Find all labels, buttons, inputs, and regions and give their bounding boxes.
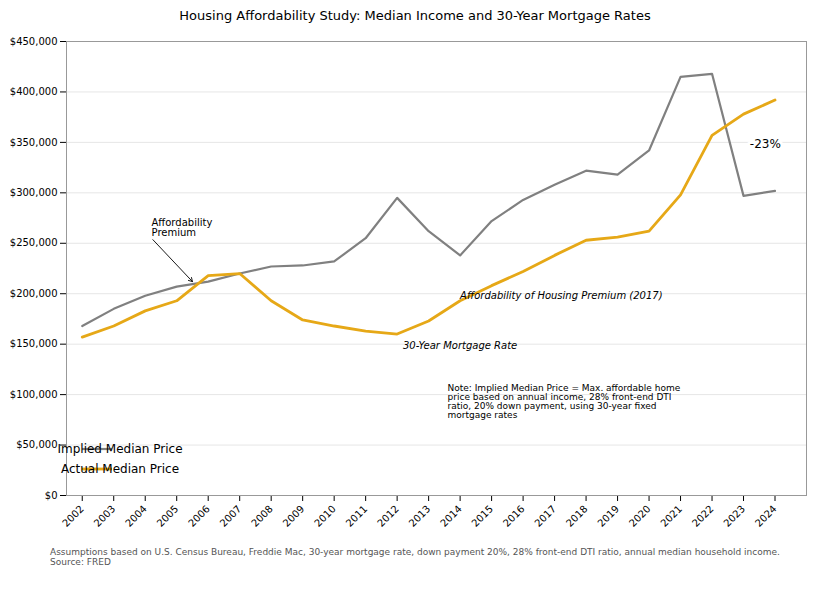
- svg-text:2012: 2012: [375, 503, 401, 529]
- svg-text:$50,000: $50,000: [16, 439, 57, 450]
- svg-text:2015: 2015: [470, 503, 496, 529]
- svg-text:2005: 2005: [155, 503, 181, 529]
- svg-text:$350,000: $350,000: [10, 137, 58, 148]
- svg-text:2014: 2014: [438, 503, 464, 529]
- svg-text:2010: 2010: [312, 503, 338, 529]
- html-text:Assumptions based on U.S. Cens: Assumptions based on U.S. Census Bureau,…: [50, 547, 780, 567]
- html-text:Housing Affordability Study: M: Housing Affordability Study: Median Inco…: [179, 8, 651, 23]
- svg-text:2013: 2013: [407, 503, 433, 529]
- svg-text:$0: $0: [45, 490, 58, 501]
- svg-text:Implied Median Price: Implied Median Price: [57, 442, 182, 456]
- svg-text:2019: 2019: [595, 503, 621, 529]
- svg-text:2024: 2024: [753, 503, 779, 529]
- svg-text:$450,000: $450,000: [10, 36, 58, 47]
- svg-text:2008: 2008: [249, 503, 275, 529]
- svg-text:2006: 2006: [186, 503, 212, 529]
- svg-text:2003: 2003: [92, 503, 118, 529]
- svg-text:Affordability of Housing Premi: Affordability of Housing Premium (2017): [459, 290, 662, 301]
- svg-text:$100,000: $100,000: [10, 389, 58, 400]
- svg-text:2021: 2021: [658, 503, 684, 529]
- svg-text:2016: 2016: [501, 503, 527, 529]
- svg-text:2018: 2018: [564, 503, 590, 529]
- svg-text:Actual Median Price: Actual Median Price: [61, 462, 179, 476]
- svg-text:2022: 2022: [690, 503, 716, 529]
- svg-text:$300,000: $300,000: [10, 187, 58, 198]
- svg-text:2017: 2017: [532, 503, 558, 529]
- svg-text:$250,000: $250,000: [10, 237, 58, 248]
- svg-text:-23%: -23%: [750, 137, 781, 151]
- svg-text:2011: 2011: [344, 503, 370, 529]
- svg-text:2023: 2023: [721, 503, 747, 529]
- svg-text:2009: 2009: [281, 503, 307, 529]
- svg-text:$200,000: $200,000: [10, 288, 58, 299]
- svg-text:AffordabilityPremium: AffordabilityPremium: [152, 217, 213, 238]
- svg-text:$400,000: $400,000: [10, 86, 58, 97]
- svg-text:30-Year Mortgage Rate: 30-Year Mortgage Rate: [403, 340, 517, 351]
- svg-text:Note: Implied Median Price = M: Note: Implied Median Price = Max. afford…: [448, 383, 681, 420]
- svg-text:2007: 2007: [218, 503, 244, 529]
- svg-text:$150,000: $150,000: [10, 338, 58, 349]
- svg-text:2002: 2002: [60, 503, 86, 529]
- svg-text:2020: 2020: [627, 503, 653, 529]
- svg-text:2004: 2004: [123, 503, 149, 529]
